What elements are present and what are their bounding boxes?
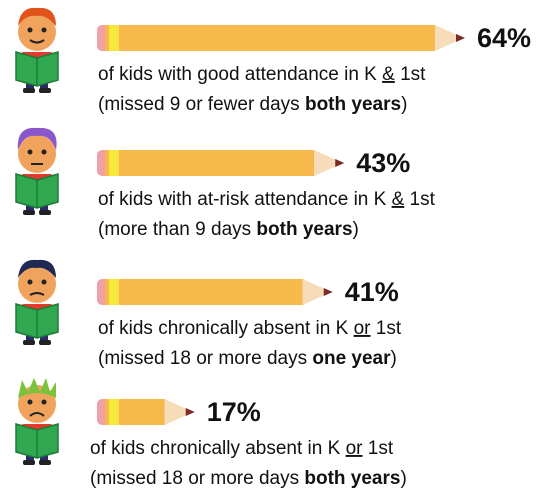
pencil-lead	[186, 408, 195, 416]
pencil-body	[105, 279, 303, 305]
pencil-tip	[165, 399, 187, 425]
pencil-lead	[335, 159, 344, 167]
pencil-tip	[303, 279, 325, 305]
description-part: one year	[312, 348, 391, 369]
kid-icon	[16, 128, 58, 215]
pencil-body	[105, 150, 314, 176]
description-part: of kids chronically absent in K	[98, 318, 354, 339]
description-part: of kids with at-risk attendance in K	[98, 189, 392, 210]
description-part: 1st	[395, 64, 426, 85]
pencil-lead	[324, 288, 333, 296]
pencil-tip	[435, 25, 457, 51]
value-label: 43%	[356, 148, 410, 178]
kid-icon	[16, 378, 58, 465]
description-part: )	[400, 468, 406, 489]
description-part: )	[353, 219, 359, 240]
description: of kids chronically absent in K or 1st	[98, 318, 402, 339]
description-part: or	[354, 318, 372, 339]
pencil-lead	[456, 34, 465, 42]
pencil-body	[105, 25, 435, 51]
description-part: &	[392, 189, 405, 210]
description-part: both years	[256, 219, 352, 240]
value-label: 17%	[207, 397, 261, 427]
description: of kids chronically absent in K or 1st	[90, 438, 394, 459]
description-part: 1st	[362, 438, 393, 459]
value-label: 64%	[477, 23, 531, 53]
description-part: (missed 18 or more days	[98, 348, 312, 369]
kid-icon	[16, 8, 58, 93]
description-part: (missed 18 or more days	[90, 468, 304, 489]
description-part: of kids chronically absent in K	[90, 438, 346, 459]
description-part: &	[382, 64, 395, 85]
description-part: )	[401, 94, 407, 115]
kid-icon	[16, 260, 58, 345]
infographic: 64% of kids with good attendance in K & 1…	[0, 0, 556, 493]
pencil-band	[109, 279, 119, 305]
description-part: both years	[304, 468, 400, 489]
description: of kids with at-risk attendance in K & 1…	[98, 189, 436, 210]
description-part: or	[346, 438, 364, 459]
description-part: (more than 9 days	[98, 219, 256, 240]
description-part: of kids with good attendance in K	[98, 64, 382, 85]
description-part: 1st	[404, 189, 435, 210]
pencil-band	[109, 399, 119, 425]
pencil-band	[109, 150, 119, 176]
description-part: 1st	[370, 318, 401, 339]
description: (missed 18 or more days one year)	[98, 348, 397, 369]
pencil-band	[109, 25, 119, 51]
description: of kids with good attendance in K & 1st	[98, 64, 426, 85]
description: (missed 9 or fewer days both years)	[98, 94, 407, 115]
description: (missed 18 or more days both years)	[90, 468, 407, 489]
description: (more than 9 days both years)	[98, 219, 359, 240]
description-part: )	[391, 348, 397, 369]
description-part: both years	[305, 94, 401, 115]
description-part: (missed 9 or fewer days	[98, 94, 305, 115]
pencil-tip	[314, 150, 336, 176]
value-label: 41%	[345, 277, 399, 307]
